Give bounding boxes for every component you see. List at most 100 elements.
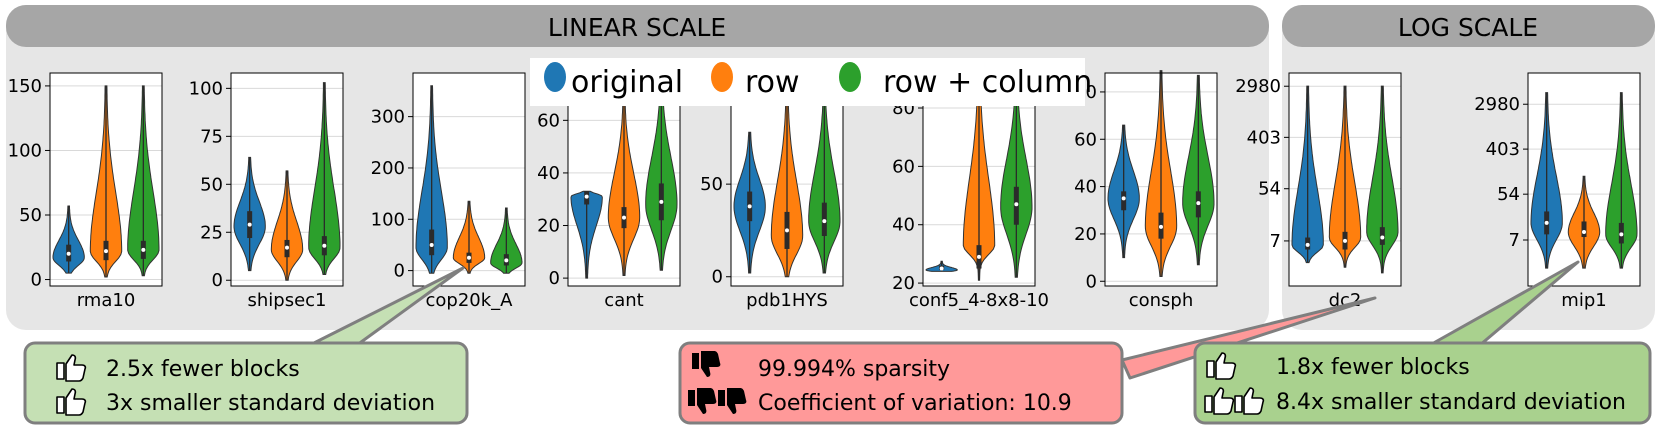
axes-frame-mip1 <box>1527 72 1641 287</box>
subplot-shipsec1: 0 25 50 75 100 shipsec1 <box>189 72 344 311</box>
x-category-label: rma10 <box>77 290 136 311</box>
legend-marker-row-column <box>839 62 861 92</box>
legend-marker-original <box>544 62 566 92</box>
legend: original row row + column <box>530 58 1092 106</box>
y-tick-label: 40 <box>892 215 915 236</box>
legend-marker-row <box>711 62 733 92</box>
x-category-label: cop20k_A <box>426 290 514 311</box>
note-good-left: 2.5x fewer blocks 3x smaller standard de… <box>23 341 469 425</box>
y-tick-label: 2980 <box>1235 76 1281 97</box>
y-tick-label: 60 <box>1074 129 1097 150</box>
median-point-cop20k-a-row <box>467 255 471 260</box>
y-tick-label: 2980 <box>1474 94 1520 115</box>
iqr-box-mip1-row <box>1581 221 1587 238</box>
linear-scale-header: LINEAR SCALE <box>548 13 726 42</box>
log-scale-header: LOG SCALE <box>1398 13 1538 42</box>
y-tick-label: 40 <box>1074 177 1097 198</box>
y-tick-label: 0 <box>1086 271 1097 292</box>
thumbs-down-icon <box>692 351 721 377</box>
axes-frame-cop20k-a <box>412 72 526 287</box>
y-tick-label: 20 <box>1074 224 1097 245</box>
x-category-label: pdb1HYS <box>746 290 828 311</box>
legend-label-original: original <box>571 65 683 100</box>
y-tick-label: 0 <box>31 270 42 291</box>
note-bad-box <box>678 341 1124 425</box>
median-point-cant-row <box>622 215 626 220</box>
axes-frame-consph <box>1104 72 1218 287</box>
subplot-cop20k-a: 0 100 200 300 cop20k_A <box>371 72 526 311</box>
median-point-rma10-row <box>104 249 108 254</box>
thumbs-up-icon <box>1206 352 1237 380</box>
y-tick-label: 7 <box>1270 231 1281 252</box>
axes-frame-dc2 <box>1288 72 1402 287</box>
median-point-consph-row-column <box>1196 201 1201 206</box>
median-point-cant-original <box>584 194 589 199</box>
y-tick-label: 60 <box>537 110 560 131</box>
median-point-conf5-4-8x8-10-row <box>977 254 981 259</box>
y-tick-label: 403 <box>1486 139 1520 160</box>
median-point-mip1-row-column <box>1619 232 1624 237</box>
y-tick-label: 7 <box>1509 230 1520 251</box>
x-category-label: conf5_4-8x8-10 <box>909 290 1049 311</box>
thumbs-down-icon <box>688 388 717 414</box>
linear-header-bar <box>6 5 1269 47</box>
subplot-pdb1hys: 050100pdb1HYS <box>689 72 844 311</box>
y-tick-label: 40 <box>537 163 560 184</box>
note-good-right-box <box>1193 341 1652 425</box>
violin-plots: 050100150rma100255075100shipsec101002003… <box>8 70 1641 311</box>
y-tick-label: 25 <box>200 222 223 243</box>
y-tick-label: 100 <box>371 209 405 230</box>
y-tick-label: 54 <box>1258 179 1281 200</box>
note-good-right: 1.8x fewer blocks 8.4x smaller standard … <box>1193 341 1652 425</box>
y-tick-label: 50 <box>200 174 223 195</box>
y-tick-label: 60 <box>892 156 915 177</box>
legend-label-row-column: row + column <box>883 65 1092 100</box>
y-tick-label: 100 <box>8 140 42 161</box>
subplot-rma10: 0 50 100 150 rma10 <box>8 72 163 311</box>
legend-label-row: row <box>745 65 800 100</box>
x-category-label: mip1 <box>1561 290 1606 311</box>
thumbs-up-icon <box>1234 387 1265 415</box>
thumbs-up-icon <box>1204 387 1235 415</box>
subplot-cant: 0 20 40 60 cant <box>537 72 681 311</box>
note-good-left-box <box>23 341 469 425</box>
x-category-label: consph <box>1129 290 1194 311</box>
median-point-conf5-4-8x8-10-row-column <box>1014 202 1019 207</box>
thumbs-up-icon <box>56 388 87 416</box>
note-bad-line1: 99.994% sparsity <box>758 357 950 382</box>
y-tick-label: 200 <box>371 158 405 179</box>
median-point-shipsec1-original <box>247 222 252 227</box>
iqr-box-consph-original <box>1121 191 1127 211</box>
subplot-mip1: 7 54 403 2980 mip1 <box>1474 72 1641 311</box>
median-point-consph-row <box>1159 224 1163 229</box>
note-good-right-line2: 8.4x smaller standard deviation <box>1276 390 1626 415</box>
median-point-pdb1hys-row-column <box>822 219 827 224</box>
median-point-shipsec1-row <box>285 245 289 250</box>
note-bad: 99.994% sparsity Coefficient of variatio… <box>678 341 1124 425</box>
median-point-dc2-row <box>1343 238 1347 243</box>
y-tick-label: 0 <box>212 270 223 291</box>
y-tick-label: 0 <box>549 268 560 289</box>
median-point-consph-original <box>1121 196 1126 201</box>
median-point-mip1-original <box>1544 220 1549 225</box>
median-point-pdb1hys-row <box>785 228 789 233</box>
median-point-dc2-row-column <box>1380 235 1385 240</box>
y-tick-label: 300 <box>371 107 405 128</box>
x-category-label: cant <box>604 290 643 311</box>
axes-frame-shipsec1 <box>230 72 344 287</box>
thumbs-up-icon <box>56 354 87 382</box>
median-point-cant-row-column <box>659 199 664 204</box>
y-tick-label: 20 <box>892 273 915 294</box>
log-header-bar <box>1282 5 1655 47</box>
y-tick-label: 150 <box>8 76 42 97</box>
median-point-cop20k-a-original <box>429 242 434 247</box>
median-point-rma10-row-column <box>141 247 146 252</box>
median-point-cop20k-a-row-column <box>504 258 509 263</box>
median-point-shipsec1-row-column <box>322 243 327 248</box>
y-tick-label: 403 <box>1247 127 1281 148</box>
note-good-left-line2: 3x smaller standard deviation <box>106 391 435 416</box>
median-point-pdb1hys-original <box>747 204 752 209</box>
thumbs-down-icon <box>718 388 747 414</box>
